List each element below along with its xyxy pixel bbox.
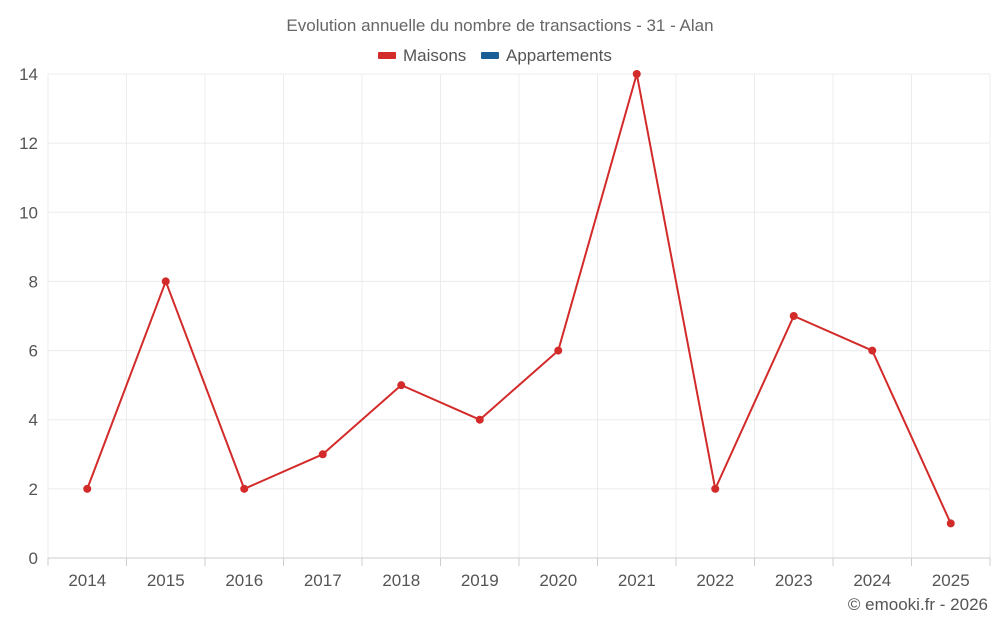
y-tick-label: 2 (29, 480, 38, 499)
series-line-maisons (86, 73, 952, 524)
x-tick-label: 2017 (304, 571, 342, 590)
y-tick-label: 10 (19, 203, 38, 222)
x-tick-label: 2024 (853, 571, 891, 590)
credit-text: © emooki.fr - 2026 (848, 595, 988, 614)
data-point-maisons[interactable] (554, 346, 563, 355)
legend-item-maisons[interactable]: Maisons (378, 46, 466, 65)
legend-label-maisons: Maisons (403, 46, 466, 65)
data-point-maisons[interactable] (475, 415, 484, 424)
x-tick-label: 2016 (225, 571, 263, 590)
legend-swatch-maisons (378, 52, 396, 59)
axes: 0 2 4 6 8 10 12 14 2014 2015 2016 2017 2018 2019 2020 2… (19, 65, 991, 590)
y-tick-label: 0 (29, 549, 38, 568)
legend-label-appartements: Appartements (506, 46, 612, 65)
data-point-maisons[interactable] (240, 484, 249, 493)
legend-item-appartements[interactable]: Appartements (481, 46, 612, 65)
x-tick-label: 2014 (68, 571, 106, 590)
x-tick-label: 2023 (775, 571, 813, 590)
series-points (83, 70, 955, 528)
data-point-maisons[interactable] (397, 381, 406, 390)
data-point-maisons[interactable] (318, 450, 327, 459)
chart-legend: Maisons Appartements (378, 46, 612, 65)
data-point-maisons[interactable] (632, 70, 641, 78)
x-tick-label: 2021 (618, 571, 656, 590)
y-tick-label: 8 (29, 272, 38, 291)
x-tick-label: 2019 (461, 571, 499, 590)
y-tick-label: 4 (29, 411, 38, 430)
y-tick-label: 12 (19, 134, 38, 153)
y-tick-label: 6 (29, 342, 38, 361)
x-tick-label: 2018 (382, 571, 420, 590)
chart-title: Evolution annuelle du nombre de transact… (286, 16, 713, 35)
legend-swatch-appartements (481, 52, 499, 59)
data-point-maisons[interactable] (161, 277, 170, 286)
data-point-maisons[interactable] (83, 484, 92, 493)
data-point-maisons[interactable] (789, 312, 798, 320)
series-lines (86, 73, 952, 524)
data-point-maisons[interactable] (946, 519, 955, 528)
y-tick-label: 14 (19, 65, 38, 84)
x-tick-label: 2020 (539, 571, 577, 590)
x-tick-label: 2022 (696, 571, 734, 590)
data-point-maisons[interactable] (711, 484, 720, 493)
grid-lines (47, 73, 991, 558)
data-point-maisons[interactable] (868, 346, 877, 355)
x-tick-label: 2015 (147, 571, 185, 590)
x-tick-label: 2025 (932, 571, 970, 590)
